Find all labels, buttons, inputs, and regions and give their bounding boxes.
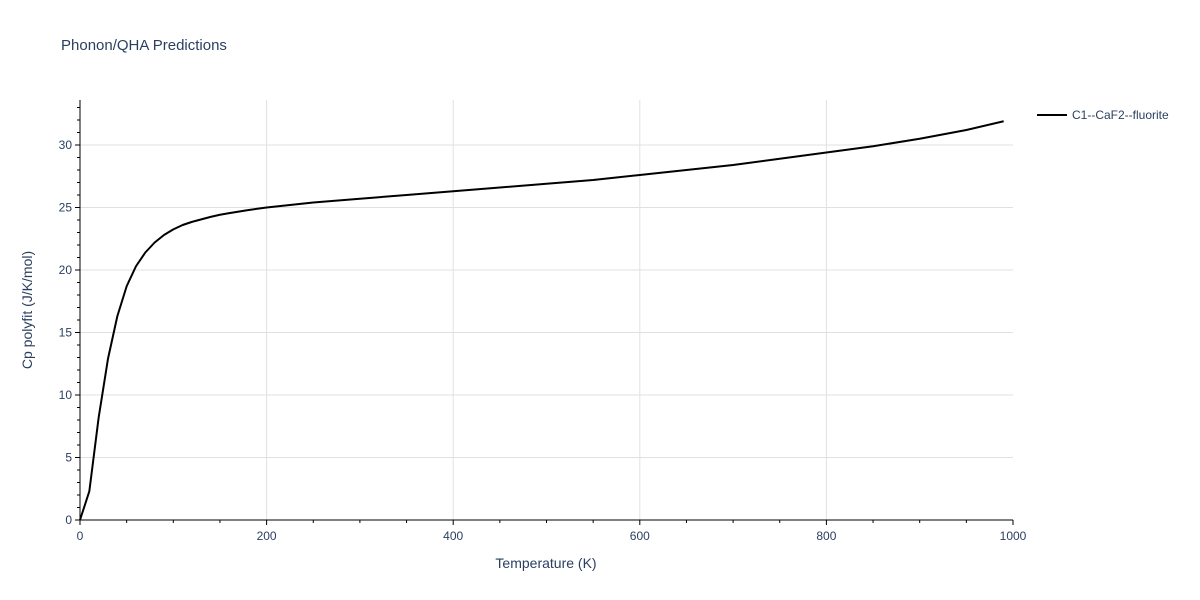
chart-title: Phonon/QHA Predictions (61, 37, 227, 54)
series-line-c1-caf2-fluorite[interactable] (79, 120, 1004, 521)
y-tick-label: 25 (59, 201, 73, 215)
legend[interactable]: C1--CaF2--fluorite (1037, 108, 1169, 122)
y-tick-label: 0 (65, 513, 72, 527)
y-tick-label: 10 (59, 388, 73, 402)
x-axis-title: Temperature (K) (495, 555, 596, 571)
y-tick-label: 20 (59, 263, 73, 277)
axes (75, 100, 1014, 525)
x-tick-label: 1000 (1000, 529, 1027, 543)
x-tick-label: 600 (630, 529, 650, 543)
y-tick-label: 30 (59, 138, 73, 152)
x-tick-label: 400 (443, 529, 463, 543)
y-axis-title: Cp polyfit (J/K/mol) (19, 251, 35, 369)
series-layer (79, 120, 1004, 521)
legend-label-c1-caf2-fluorite: C1--CaF2--fluorite (1072, 108, 1169, 122)
x-tick-label: 0 (77, 529, 84, 543)
tick-labels: 0 200 400 600 800 1000 0 5 10 15 20 25 30 (59, 138, 1027, 543)
x-tick-label: 800 (816, 529, 836, 543)
y-tick-label: 15 (59, 326, 73, 340)
x-tick-label: 200 (257, 529, 277, 543)
grid (80, 100, 1013, 520)
y-tick-label: 5 (65, 451, 72, 465)
